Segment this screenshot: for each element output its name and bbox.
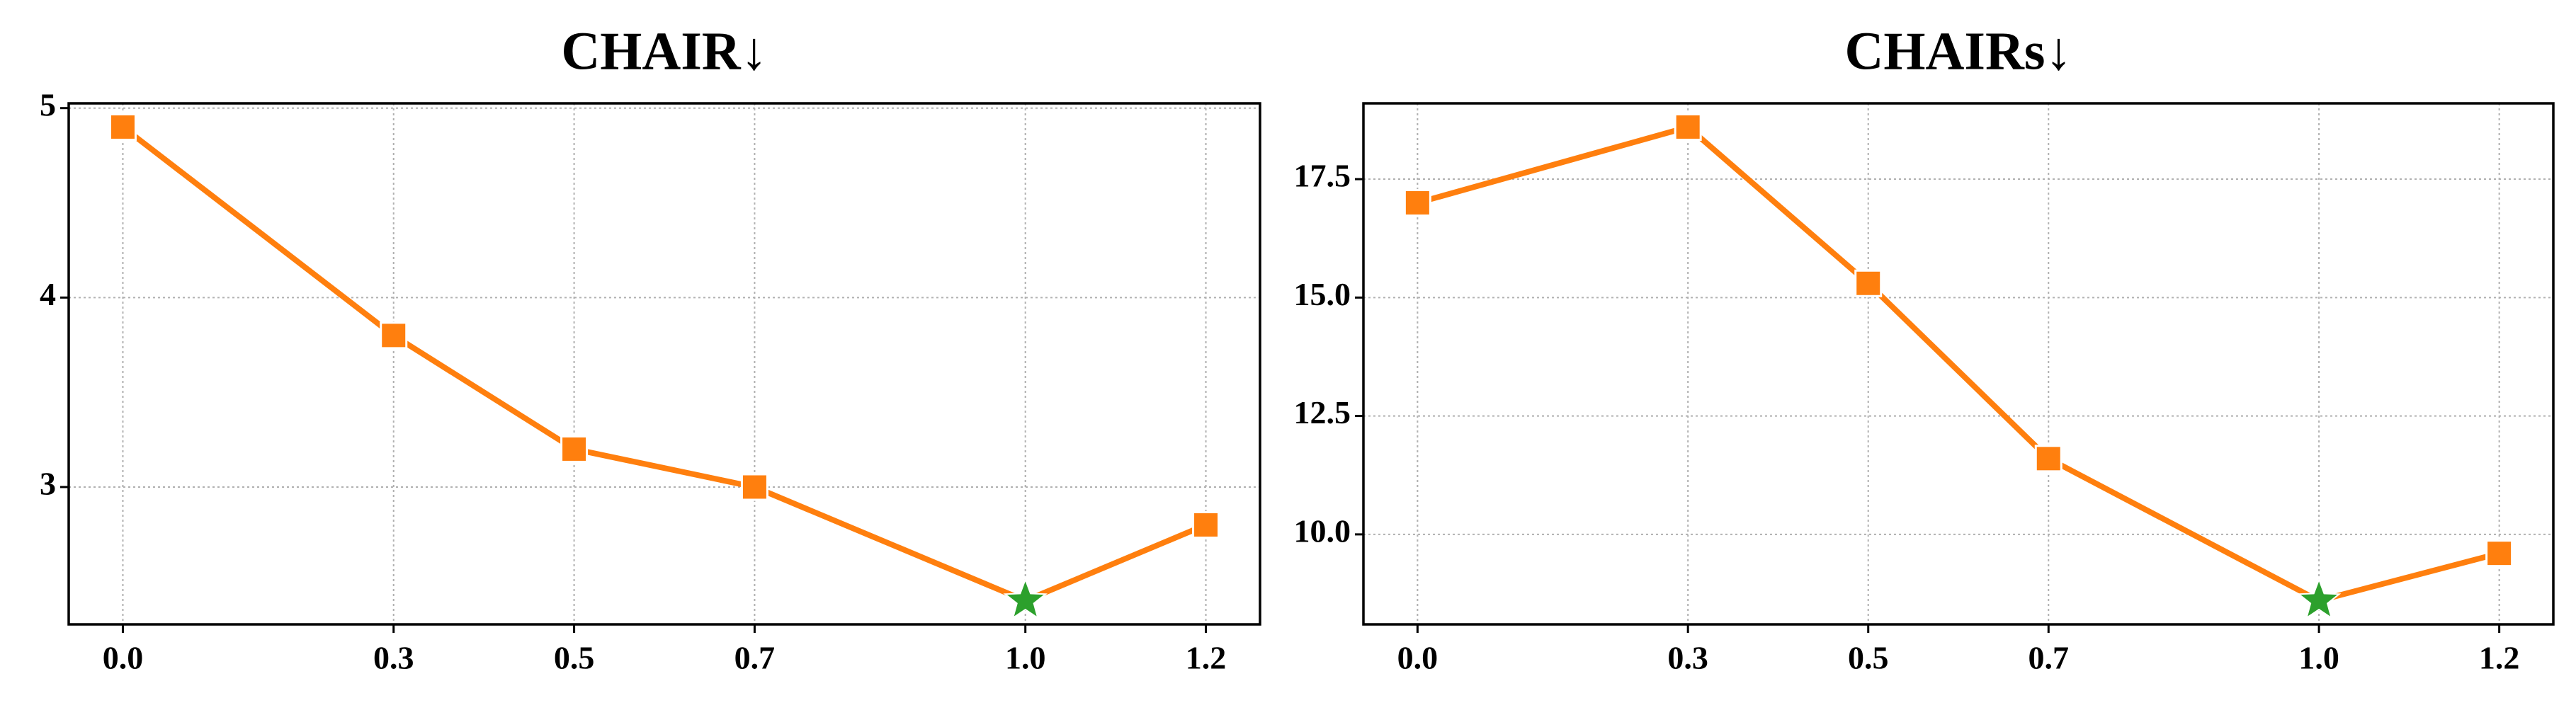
point-marker bbox=[1403, 189, 1431, 217]
x-tick-label: 1.2 bbox=[2479, 640, 2520, 676]
x-tick-label: 0.7 bbox=[2029, 640, 2070, 676]
x-tick-label: 0.5 bbox=[1848, 640, 1889, 676]
x-tick-label: 1.0 bbox=[1005, 640, 1046, 676]
highlight-marker bbox=[1003, 577, 1048, 620]
point-marker bbox=[2034, 445, 2062, 473]
y-tick-label: 4 bbox=[40, 276, 56, 312]
x-tick-label: 1.2 bbox=[1186, 640, 1227, 676]
point-marker bbox=[108, 113, 137, 141]
x-tick-label: 0.5 bbox=[554, 640, 595, 676]
highlight-marker bbox=[2296, 577, 2342, 620]
point-marker bbox=[1854, 269, 1883, 297]
x-tick-label: 0.3 bbox=[1667, 640, 1708, 676]
x-tick-label: 0.7 bbox=[734, 640, 776, 676]
point-marker bbox=[380, 321, 408, 350]
y-tick-label: 10.0 bbox=[1294, 513, 1351, 549]
x-tick-label: 0.3 bbox=[373, 640, 414, 676]
point-marker bbox=[2485, 539, 2514, 568]
point-marker bbox=[740, 473, 768, 501]
point-marker bbox=[1192, 510, 1220, 539]
y-tick-label: 5 bbox=[40, 86, 56, 122]
point-marker bbox=[560, 435, 589, 463]
plot-frame bbox=[67, 102, 1261, 626]
y-tick-label: 17.5 bbox=[1294, 158, 1351, 194]
chart-title: CHAIRs↓ bbox=[1845, 21, 2072, 81]
y-tick-label: 3 bbox=[40, 466, 56, 502]
x-tick-label: 0.0 bbox=[1397, 640, 1439, 676]
x-tick-label: 1.0 bbox=[2298, 640, 2339, 676]
y-tick-label: 12.5 bbox=[1294, 394, 1351, 430]
point-marker bbox=[1674, 113, 1702, 141]
y-tick-label: 15.0 bbox=[1294, 276, 1351, 312]
x-tick-label: 0.0 bbox=[103, 640, 144, 676]
series-line bbox=[1417, 124, 2500, 604]
chart-title: CHAIR↓ bbox=[561, 21, 767, 81]
plot-frame bbox=[1362, 102, 2555, 626]
series-line bbox=[121, 125, 1208, 604]
